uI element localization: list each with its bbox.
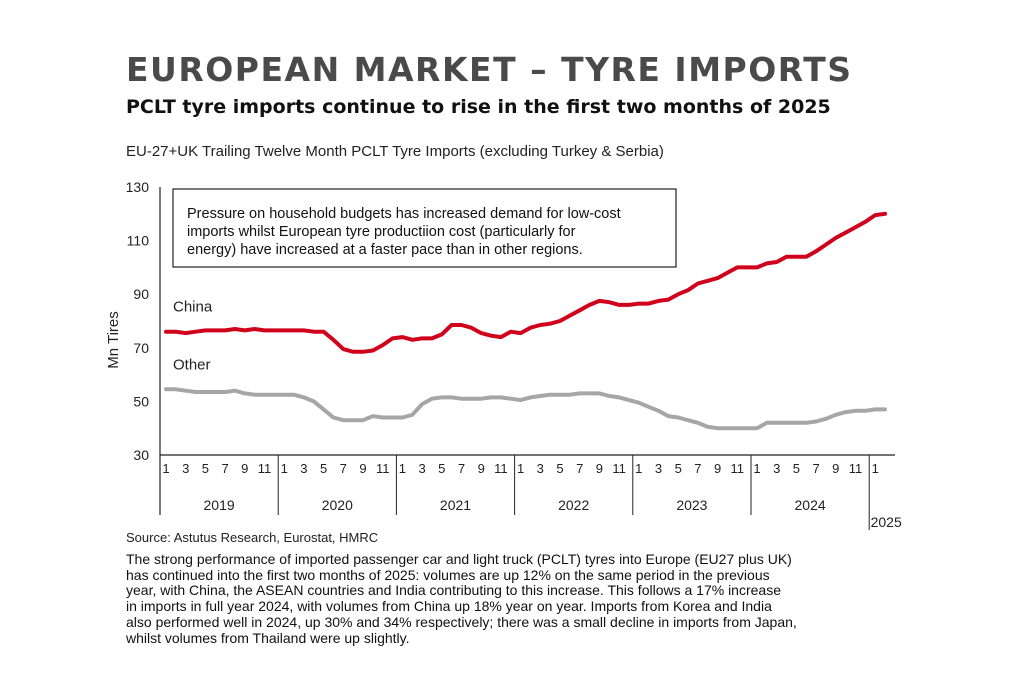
x-month-tick-label: 3 xyxy=(418,461,425,476)
body-paragraph: The strong performance of imported passe… xyxy=(126,551,926,646)
y-axis-label: Mn Tires xyxy=(105,311,122,369)
x-year-label: 2025 xyxy=(871,514,902,530)
x-month-tick-label: 11 xyxy=(376,461,390,476)
x-month-tick-label: 5 xyxy=(675,461,682,476)
x-year-label: 2020 xyxy=(322,497,353,513)
annotation-box: Pressure on household budgets has increa… xyxy=(172,188,677,268)
x-month-tick-label: 7 xyxy=(458,461,465,476)
series-labels: China Other xyxy=(173,299,213,374)
x-month-tick-label: 11 xyxy=(849,461,863,476)
x-month-tick-label: 7 xyxy=(340,461,347,476)
annotation-line-2: imports whilst European tyre productiion… xyxy=(187,224,576,240)
y-tick-label: 110 xyxy=(127,233,150,249)
x-month-tick-label: 1 xyxy=(517,461,524,476)
y-tick-label: 90 xyxy=(133,286,149,302)
chart-title: EUROPEAN MARKET – TYRE IMPORTS xyxy=(126,50,853,89)
x-month-tick-label: 3 xyxy=(773,461,780,476)
source-note: Source: Astutus Research, Eurostat, HMRC xyxy=(126,530,379,545)
x-axis-ticks: 1 3 5 7 9 11 1 3 5 7 9 11 1 3 5 7 9 11 1 3 5 7 9 11 1 3 5 7 9 11 1 3 5 7 9… xyxy=(162,455,902,530)
x-month-tick-label: 9 xyxy=(596,461,603,476)
series-label-other: Other xyxy=(173,356,211,373)
y-tick-label: 130 xyxy=(126,179,150,195)
x-month-tick-label: 11 xyxy=(731,461,745,476)
annotation-line-3: energy) have increased at a faster pace … xyxy=(187,242,583,258)
chart-subtitle: PCLT tyre imports continue to rise in th… xyxy=(126,96,831,118)
body-line: has continued into the first two months … xyxy=(126,566,770,583)
x-month-tick-label: 3 xyxy=(655,461,662,476)
x-month-tick-label: 11 xyxy=(494,461,508,476)
x-month-tick-label: 3 xyxy=(182,461,189,476)
x-month-tick-label: 7 xyxy=(576,461,583,476)
x-month-tick-label: 5 xyxy=(438,461,445,476)
chart-axes xyxy=(159,187,895,515)
y-tick-labels: 30 50 70 90 110 130 xyxy=(126,179,150,463)
x-month-tick-label: 7 xyxy=(812,461,819,476)
y-tick-label: 50 xyxy=(133,393,149,409)
series-line-china xyxy=(164,211,887,354)
body-line: whilst volumes from Thailand were up sli… xyxy=(126,629,410,646)
body-line: year, with China, the ASEAN countries an… xyxy=(126,582,781,599)
x-year-label: 2021 xyxy=(440,497,471,513)
y-tick-label: 30 xyxy=(133,447,149,463)
x-year-label: 2022 xyxy=(558,497,589,513)
x-month-tick-label: 1 xyxy=(162,461,169,476)
x-month-tick-label: 9 xyxy=(832,461,839,476)
annotation-line-1: Pressure on household budgets has increa… xyxy=(187,206,621,222)
chart-caption: EU-27+UK Trailing Twelve Month PCLT Tyre… xyxy=(126,143,664,160)
series-line-other xyxy=(164,387,887,431)
x-month-tick-label: 9 xyxy=(359,461,366,476)
x-month-tick-label: 11 xyxy=(258,461,272,476)
series-label-china: China xyxy=(173,299,213,316)
x-month-tick-label: 3 xyxy=(300,461,307,476)
body-line: The strong performance of imported passe… xyxy=(126,551,792,567)
x-year-label: 2019 xyxy=(204,497,235,513)
x-month-tick-label: 5 xyxy=(793,461,800,476)
x-year-label: 2023 xyxy=(676,497,707,513)
x-month-tick-label: 9 xyxy=(241,461,248,476)
body-line: in imports in full year 2024, with volum… xyxy=(126,598,772,615)
x-month-tick-label: 3 xyxy=(537,461,544,476)
x-month-tick-label: 7 xyxy=(221,461,228,476)
x-month-tick-label: 9 xyxy=(478,461,485,476)
x-month-tick-label: 1 xyxy=(281,461,288,476)
x-month-tick-label: 1 xyxy=(753,461,760,476)
x-month-tick-label: 1 xyxy=(635,461,642,476)
x-month-tick-label: 5 xyxy=(320,461,327,476)
x-year-label: 2024 xyxy=(795,497,826,513)
y-tick-label: 70 xyxy=(133,340,149,356)
x-month-tick-label: 5 xyxy=(202,461,209,476)
x-month-tick-label: 11 xyxy=(612,461,626,476)
series-lines xyxy=(164,211,887,431)
x-month-tick-label: 1 xyxy=(872,461,879,476)
x-month-tick-label: 5 xyxy=(556,461,563,476)
x-month-tick-label: 1 xyxy=(399,461,406,476)
x-month-tick-label: 7 xyxy=(694,461,701,476)
x-month-tick-label: 9 xyxy=(714,461,721,476)
body-line: also performed well in 2024, up 30% and … xyxy=(126,613,797,630)
